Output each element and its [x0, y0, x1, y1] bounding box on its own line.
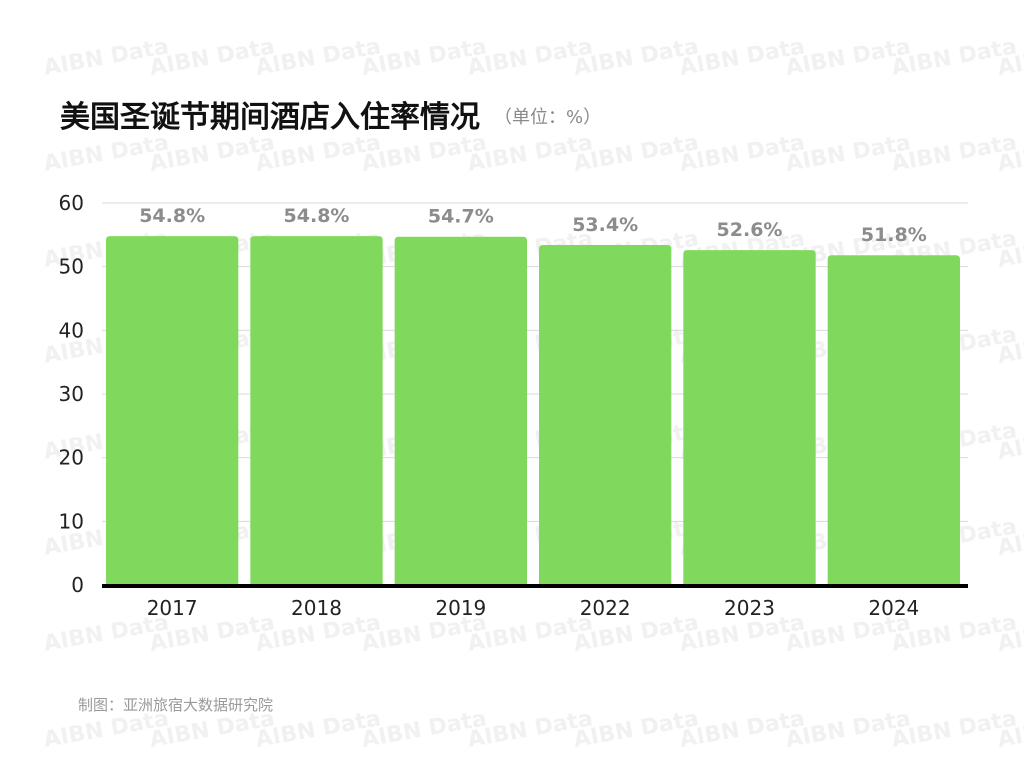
y-tick-label: 50 — [59, 255, 84, 279]
bar — [827, 255, 960, 585]
y-tick-label: 10 — [59, 509, 84, 533]
y-tick-label: 0 — [71, 573, 84, 597]
bar — [250, 236, 383, 585]
bars — [106, 236, 960, 585]
y-tick-label: 40 — [59, 318, 84, 342]
y-tick-label: 20 — [59, 446, 84, 470]
chart-title: 美国圣诞节期间酒店入住率情况 （单位：%） — [60, 92, 601, 136]
data-label: 54.8% — [139, 205, 205, 227]
data-label: 54.7% — [428, 206, 494, 228]
data-label: 53.4% — [572, 214, 638, 236]
x-tick-label: 2018 — [291, 596, 342, 620]
x-tick-label: 2023 — [724, 596, 775, 620]
bar — [539, 245, 672, 585]
chart-title-text: 美国圣诞节期间酒店入住率情况 — [60, 100, 480, 135]
chart-subtitle: （单位：%） — [494, 107, 602, 128]
data-label: 51.8% — [861, 224, 927, 246]
bar — [106, 236, 239, 585]
x-axis-ticks: 2017 2018 2019 2022 2023 2024 — [147, 596, 920, 620]
data-labels: 54.8% 54.8% 54.7% 53.4% 52.6% 51.8% — [139, 205, 927, 246]
y-tick-label: 30 — [59, 382, 84, 406]
y-tick-label: 60 — [59, 191, 84, 215]
gridlines — [102, 202, 968, 522]
data-label: 54.8% — [284, 205, 350, 227]
bar — [394, 236, 527, 585]
x-tick-label: 2022 — [580, 596, 631, 620]
bar — [683, 250, 816, 585]
x-tick-label: 2019 — [435, 596, 486, 620]
x-tick-label: 2017 — [147, 596, 198, 620]
source-note: 制图：亚洲旅宿大数据研究院 — [78, 696, 274, 714]
x-tick-label: 2024 — [868, 596, 919, 620]
y-axis-ticks: 0 10 20 30 40 50 60 — [59, 191, 84, 597]
data-label: 52.6% — [717, 219, 783, 241]
